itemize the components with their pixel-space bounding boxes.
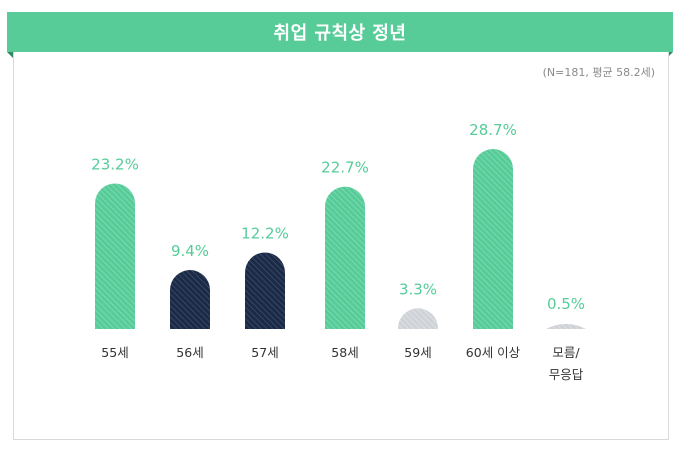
category-label-2: 56세 — [176, 345, 203, 360]
value-label-1: 23.2% — [91, 156, 139, 174]
sample-note: (N=181, 평균 58.2세) — [542, 66, 655, 79]
category-label-4: 58세 — [331, 345, 358, 360]
value-label-7: 0.5% — [547, 295, 585, 313]
bar-5 — [398, 308, 438, 329]
category-label-5: 59세 — [404, 345, 431, 360]
value-label-3: 12.2% — [241, 225, 289, 243]
category-label-6: 60세 이상 — [466, 345, 521, 360]
banner-fold-left — [7, 52, 13, 58]
title-banner: 취업 규칙상 정년 — [7, 12, 673, 52]
bar-2 — [170, 270, 210, 329]
chart-title: 취업 규칙상 정년 — [273, 23, 407, 44]
value-label-6: 28.7% — [469, 121, 517, 139]
category-label-7-line2: 무응답 — [549, 367, 584, 382]
category-label-3: 57세 — [251, 345, 278, 360]
bar-1 — [95, 183, 135, 329]
bar-3 — [245, 252, 285, 329]
category-label-1: 55세 — [101, 345, 128, 360]
value-label-5: 3.3% — [399, 280, 437, 298]
bar-6 — [473, 149, 513, 329]
bar-4 — [325, 186, 365, 329]
value-label-4: 22.7% — [321, 159, 369, 177]
bar-7 — [546, 323, 586, 329]
banner-fold-right — [667, 52, 673, 58]
value-label-2: 9.4% — [171, 242, 209, 260]
category-label-7-line1: 모름/ — [552, 345, 580, 360]
